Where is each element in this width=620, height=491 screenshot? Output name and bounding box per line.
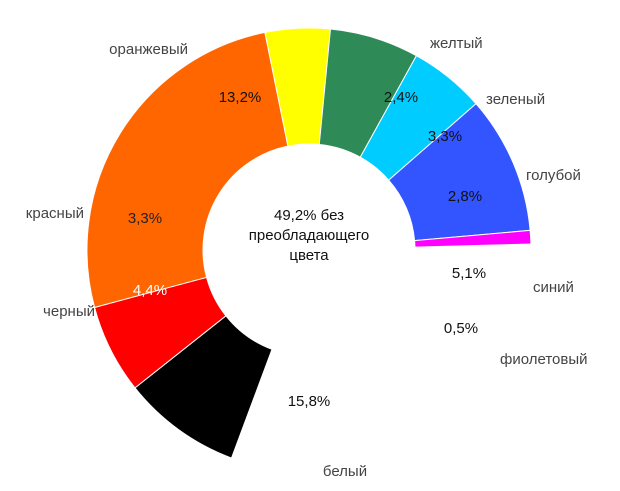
- category-label-0: оранжевый: [109, 41, 188, 58]
- slice-6: [231, 244, 531, 472]
- category-label-5: фиолетовый: [500, 351, 588, 368]
- center-line-1: 49,2% без: [274, 207, 344, 224]
- category-label-4: синий: [533, 279, 574, 296]
- category-label-1: желтый: [430, 35, 483, 52]
- center-line-3: цвета: [289, 247, 329, 264]
- value-label-8: 3,3%: [128, 210, 162, 227]
- value-labels: 13,2% 2,4% 3,3% 2,8% 5,1% 0,5% 15,8% 4,4% 3,3%: [128, 89, 486, 410]
- value-label-5: 0,5%: [444, 320, 478, 337]
- value-label-6: 15,8%: [288, 393, 331, 410]
- category-labels: оранжевый желтый зеленый голубой синий фиолет…: [26, 35, 588, 480]
- value-label-7: 4,4%: [133, 282, 167, 299]
- category-label-6: белый: [323, 463, 367, 480]
- slice-8: [93, 276, 227, 389]
- value-label-4: 5,1%: [452, 265, 486, 282]
- value-label-1: 2,4%: [384, 89, 418, 106]
- donut-slices: [86, 27, 532, 472]
- category-label-2: зеленый: [486, 91, 545, 108]
- category-label-8: красный: [26, 205, 84, 222]
- value-label-3: 2,8%: [448, 188, 482, 205]
- center-line-2: преобладающего: [249, 227, 370, 244]
- center-label: 49,2% без преобладающего цвета: [249, 207, 370, 264]
- value-label-2: 3,3%: [428, 128, 462, 145]
- value-label-0: 13,2%: [219, 89, 262, 106]
- category-label-7: черный: [43, 303, 95, 320]
- slice-0: [86, 31, 289, 309]
- category-label-3: голубой: [526, 167, 581, 184]
